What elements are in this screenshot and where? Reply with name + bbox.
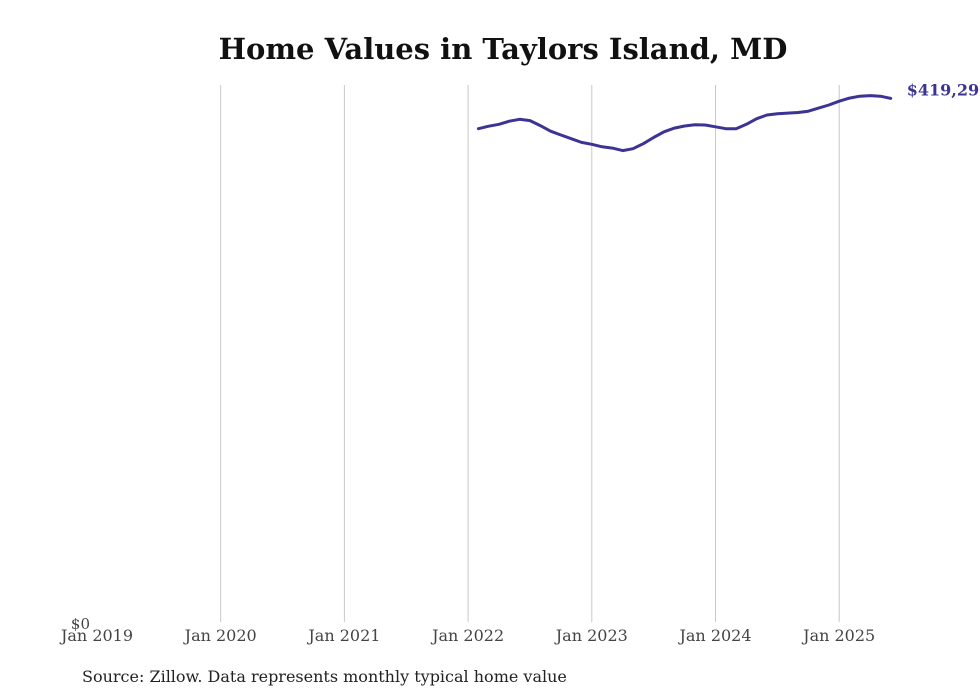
x-axis-ticks: Jan 2019 Jan 2020 Jan 2021 Jan 2022 Jan 2023… xyxy=(59,626,875,645)
y-axis-ticks: $0 xyxy=(71,615,90,633)
x-tick-label: Jan 2020 xyxy=(183,626,257,645)
x-tick-label: Jan 2025 xyxy=(801,626,875,645)
x-tick-label: Jan 2023 xyxy=(554,626,628,645)
y-tick-label: $0 xyxy=(71,615,90,633)
x-tick-label: Jan 2021 xyxy=(306,626,380,645)
home-value-line xyxy=(476,94,893,153)
source-note: Source: Zillow. Data represents monthly … xyxy=(82,667,567,686)
x-tick-label: Jan 2019 xyxy=(59,626,133,645)
latest-value-label: $419,290 xyxy=(907,80,980,99)
x-tick-label: Jan 2022 xyxy=(430,626,504,645)
chart-title: Home Values in Taylors Island, MD xyxy=(219,32,788,66)
x-tick-label: Jan 2024 xyxy=(677,626,751,645)
x-gridlines xyxy=(220,85,840,622)
